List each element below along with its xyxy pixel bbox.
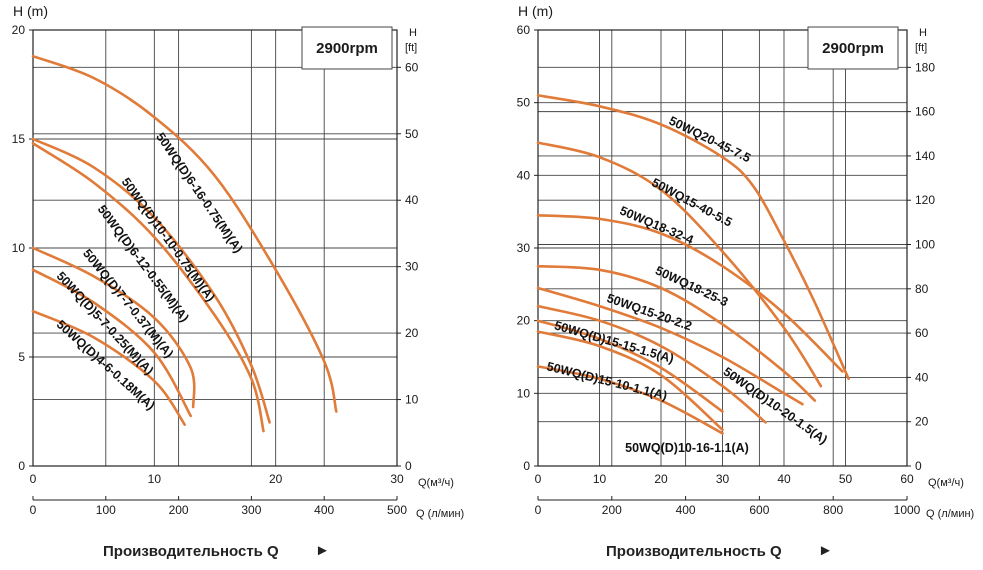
x-lpm-tick-label: 1000 [894,503,921,517]
y-ft-axis-title: H [409,27,417,39]
footer-arrow: ► [818,542,833,559]
y-ft-axis-unit: [ft] [915,42,927,54]
y-tick-label: 60 [517,23,531,37]
y-tick-label: 15 [12,132,26,146]
y-tick-label: 50 [517,96,531,110]
curve-label-boxed: 50WQ(D)10-16-1.1(A) [625,441,749,455]
curve-label: 50WQ20-45-7.5 [667,114,753,166]
y-ft-tick-label: 100 [915,238,935,252]
x-tick-label: 20 [269,472,283,486]
pump-curve [31,137,271,424]
x-tick-label: 0 [535,472,542,486]
y-ft-tick-label: 40 [405,193,419,207]
y-ft-tick-label: 120 [915,193,935,207]
y-ft-tick-label: 20 [915,415,929,429]
y-tick-label: 5 [18,350,25,364]
curve-label: 50WQ(D)15-10-1.1(A) [545,359,668,402]
y-tick-label: 10 [517,386,531,400]
x-tick-label: 10 [148,472,162,486]
x-tick-label: 30 [716,472,730,486]
y-ft-tick-label: 50 [405,127,419,141]
y-ft-tick-label: 140 [915,149,935,163]
x-tick-label: 30 [390,472,404,486]
x-lpm-tick-label: 600 [749,503,769,517]
x-axis-title: Q(м³/ч) [418,477,454,489]
y-ft-axis-title: H [919,27,927,39]
x-lpm-tick-label: 0 [30,503,37,517]
x-lpm-tick-label: 300 [241,503,261,517]
y-ft-tick-label: 0 [915,459,922,473]
y-ft-tick-label: 60 [405,60,419,74]
y-ft-tick-label: 10 [405,393,419,407]
x-tick-label: 60 [900,472,914,486]
x-lpm-tick-label: 200 [602,503,622,517]
x-lpm-tick-label: 800 [823,503,843,517]
x-axis-title: Q(м³/ч) [928,477,964,489]
pump-curve [536,141,823,388]
footer-title: Производительность Q [103,543,279,560]
pump-curve [31,309,186,426]
x-lpm-axis-title: Q (л/мин) [416,508,464,520]
y-tick-label: 40 [517,168,531,182]
pump-curve [536,286,804,406]
curve-label: 50WQ(D)10-20-1.5(A) [721,365,830,447]
pump-curve [31,54,338,413]
y-tick-label: 20 [517,314,531,328]
pump-curve [31,246,196,409]
x-lpm-axis-title: Q (л/мин) [926,508,974,520]
x-lpm-tick-label: 400 [676,503,696,517]
y-ft-tick-label: 180 [915,60,935,74]
y-tick-label: 20 [12,23,26,37]
rpm-label: 2900rpm [316,40,378,57]
y-ft-tick-label: 80 [915,282,929,296]
y-ft-tick-label: 60 [915,326,929,340]
y-ft-tick-label: 160 [915,105,935,119]
pump-curve [536,330,724,431]
y-tick-label: 0 [18,459,25,473]
pump-curve [536,365,724,435]
pump-curve [536,304,767,424]
x-tick-label: 10 [593,472,607,486]
rpm-label: 2900rpm [822,40,884,57]
y-ft-axis-unit: [ft] [405,42,417,54]
y-tick-label: 10 [12,241,26,255]
y-axis-title: H (m) [518,3,553,19]
y-ft-tick-label: 20 [405,326,419,340]
y-ft-tick-label: 0 [405,459,412,473]
x-lpm-tick-label: 200 [169,503,189,517]
x-lpm-tick-label: 500 [387,503,407,517]
y-axis-title: H (m) [13,3,48,19]
y-ft-tick-label: 30 [405,260,419,274]
pump-curve [31,268,192,418]
pump-curve [31,142,265,433]
x-tick-label: 50 [839,472,853,486]
rpm-box [301,26,393,70]
pump-curve [536,319,724,413]
x-lpm-tick-label: 0 [535,503,542,517]
footer-arrow: ► [315,542,330,559]
rpm-box [807,26,899,70]
x-tick-label: 0 [30,472,37,486]
curve-label: 50WQ18-25-3 [653,263,730,309]
footer-title: Производительность Q [606,543,782,560]
x-lpm-tick-label: 400 [314,503,334,517]
x-tick-label: 40 [777,472,791,486]
y-tick-label: 30 [517,241,531,255]
y-tick-label: 0 [523,459,530,473]
pump-curve [536,94,850,381]
x-tick-label: 20 [654,472,668,486]
y-ft-tick-label: 40 [915,370,929,384]
x-lpm-tick-label: 100 [96,503,116,517]
pump-curve [536,214,844,373]
pump-curve [536,264,817,402]
